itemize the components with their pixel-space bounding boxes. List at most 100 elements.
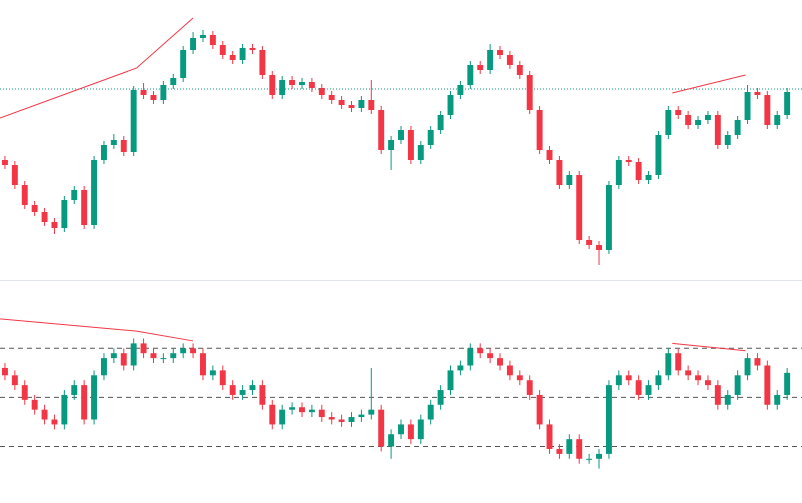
candle-body [160,358,167,360]
candle-body [635,162,642,180]
candle-body [556,448,563,454]
candle-body [734,120,741,135]
candle-body [734,375,741,395]
candle-body [774,394,781,405]
candle-body [398,424,404,435]
candle-body [447,95,454,115]
candle-body [764,95,771,125]
candle-body [120,353,127,366]
candle-body [497,358,503,366]
candle-body [308,82,315,88]
candle-body [467,65,474,85]
candle-body [31,399,38,410]
candle-body [160,85,167,100]
candle-body [170,78,177,85]
candle-body [437,115,444,130]
candle-body [685,370,692,376]
candle-body [457,85,464,95]
candle-body [724,135,731,145]
candle-body [586,240,593,245]
candle-body [328,417,335,420]
candle-body [437,390,444,405]
candle-body [477,65,484,70]
candle-body [615,160,622,185]
candle-body [685,115,692,125]
candle-body [447,370,454,391]
candle-body [130,343,137,366]
candle-body [388,140,395,150]
candle-body [744,358,751,376]
candle-body [695,375,702,381]
candle-body [180,50,187,78]
candle-body [358,100,365,108]
candle-body [120,140,127,152]
candle-body [51,222,58,228]
candle-body [190,38,197,50]
candle-body [279,80,286,95]
candle-body [378,409,385,447]
candle-body [338,419,345,422]
candle-body [140,90,147,95]
candle-body [318,409,325,418]
candle-body [71,385,78,395]
candle-body [100,358,107,376]
candle-body [675,353,682,371]
candle-body [11,375,18,386]
candle-body [358,414,365,418]
candle-body [249,48,256,50]
candle-body [605,385,612,454]
candle-body [170,353,177,359]
candle-body [150,353,157,359]
candle-body [576,175,583,240]
candle-body [110,140,117,145]
candle-body [1,367,8,376]
candle-body [704,380,711,386]
candle-body [417,419,424,440]
candle-body [51,419,58,425]
candle-body [239,390,246,395]
candle-body [596,245,602,250]
trend-line [0,318,194,342]
candle-body [665,353,672,376]
candle-body [655,135,662,175]
candle-body [239,48,246,60]
candle-body [229,55,236,60]
candle-body [586,458,593,460]
candle-body [21,185,28,205]
candle-body [1,160,8,165]
candle-body [81,385,88,420]
candle-body [150,95,157,100]
candle-body [269,404,276,425]
candle-body [625,375,632,381]
candle-body [190,348,197,354]
candle-body [506,55,513,65]
candle-body [506,365,513,376]
candle-body [556,160,563,185]
candle-body [279,409,286,425]
candle-body [209,370,216,376]
candle-body [259,385,266,405]
candle-body [219,370,226,386]
candle-body [605,185,612,250]
candle-body [11,165,18,185]
candle-body [299,82,305,85]
candle-body [140,343,147,354]
candle-body [417,145,424,160]
candle-body [269,75,276,95]
candle-body [675,110,682,115]
candle-body [516,65,523,75]
candle-body [398,130,404,140]
candle-body [289,80,296,85]
candle-body [596,453,602,459]
trend-line [672,74,746,94]
candle-body [110,353,117,359]
candle-body [348,105,355,108]
candle-body [91,375,98,420]
candle-body [645,175,652,180]
candle-body [744,92,751,120]
candle-body [81,190,88,225]
candle-body [764,365,771,405]
